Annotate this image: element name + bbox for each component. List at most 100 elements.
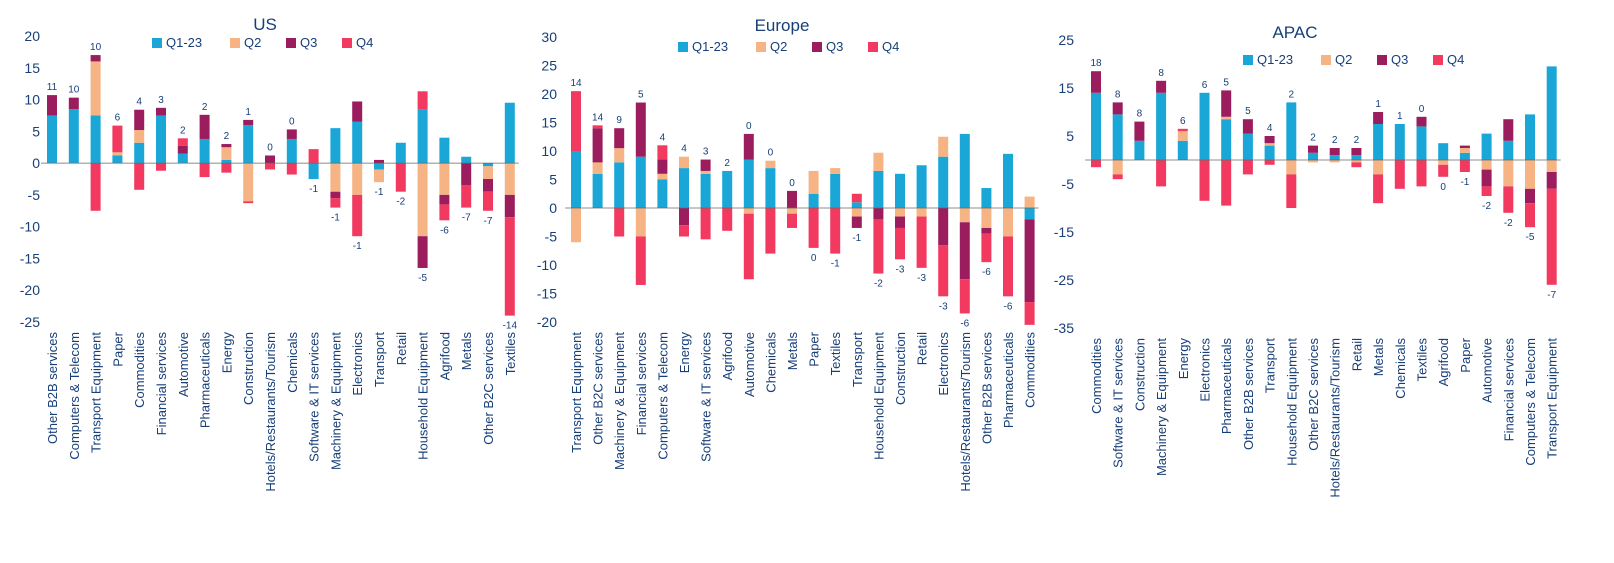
legend-label-2-0: Q1-23 — [1257, 52, 1293, 67]
category-label-0-18: Agrifood — [437, 332, 452, 380]
y-tick-label-0-1: 15 — [24, 60, 40, 76]
bar-segment-2-1-3 — [1112, 174, 1123, 180]
y-tick-label-0-8: -20 — [20, 282, 40, 298]
bar-segment-1-5-3 — [679, 225, 689, 237]
category-label-1-12: Textiles — [828, 332, 843, 376]
bar-segment-1-9-1 — [765, 160, 776, 169]
category-label-0-20: Other B2C services — [481, 332, 496, 445]
data-label-0-20: -7 — [484, 216, 493, 227]
y-tick-label-2-4: -15 — [1054, 224, 1074, 240]
bar-segment-1-2-1 — [614, 148, 625, 163]
bar-segment-0-9-3 — [243, 201, 254, 204]
bar-segment-0-4-0 — [134, 142, 145, 164]
y-tick-label-0-0: 20 — [24, 28, 40, 44]
legend-label-0-0: Q1-23 — [166, 35, 202, 50]
bar-segment-1-4-3 — [657, 145, 668, 160]
bar-segment-2-13-3 — [1373, 174, 1384, 204]
bar-segment-1-1-2 — [592, 128, 603, 163]
bar-segment-2-21-2 — [1546, 172, 1557, 189]
bar-segment-1-18-1 — [959, 208, 970, 223]
legend-swatch-1-2 — [812, 42, 822, 52]
bar-segment-0-21-1 — [504, 163, 515, 195]
bar-segment-1-12-3 — [830, 208, 841, 254]
bar-segment-1-15-2 — [895, 216, 905, 228]
bar-segment-1-20-0 — [1003, 153, 1013, 208]
data-label-1-12: -1 — [831, 259, 840, 270]
bar-segment-1-17-3 — [938, 245, 949, 297]
bar-segment-0-21-3 — [504, 217, 515, 316]
bar-segment-2-19-1 — [1503, 160, 1514, 187]
bar-segment-2-15-3 — [1416, 160, 1427, 187]
data-label-2-4: 6 — [1180, 116, 1186, 127]
bar-segment-1-14-2 — [873, 208, 884, 220]
bar-segment-0-7-0 — [199, 138, 210, 164]
bar-segment-0-20-1 — [483, 166, 493, 179]
bar-segment-2-9-1 — [1286, 160, 1297, 175]
bar-segment-2-12-3 — [1351, 162, 1362, 168]
data-label-1-8: 0 — [746, 121, 752, 132]
data-label-2-9: 2 — [1289, 89, 1295, 100]
y-tick-label-1-9: -15 — [537, 286, 557, 302]
bar-segment-1-4-1 — [657, 173, 668, 180]
legend-label-0-1: Q2 — [244, 35, 261, 50]
bar-segment-1-3-0 — [635, 156, 646, 208]
bar-segment-2-6-2 — [1221, 90, 1232, 117]
legend-swatch-1-0 — [678, 42, 688, 52]
bar-segment-2-6-0 — [1221, 119, 1232, 160]
data-label-0-6: 2 — [180, 125, 186, 136]
bar-segment-0-9-1 — [243, 163, 254, 202]
bar-segment-0-20-3 — [483, 191, 493, 211]
bar-segment-2-7-0 — [1242, 133, 1253, 160]
bar-segment-2-3-2 — [1156, 80, 1167, 93]
data-label-2-5: 6 — [1202, 80, 1208, 91]
bar-segment-2-6-3 — [1221, 160, 1232, 206]
bar-segment-2-20-2 — [1525, 188, 1535, 204]
category-label-0-10: Hotels/Restaurants/Tourism — [263, 332, 278, 492]
y-tick-label-1-4: 10 — [541, 143, 557, 159]
bar-segment-1-5-1 — [679, 156, 689, 169]
y-tick-label-0-5: -5 — [28, 187, 41, 203]
bar-segment-0-14-1 — [352, 163, 363, 195]
bar-segment-0-3-1 — [112, 152, 123, 156]
bar-segment-1-14-0 — [873, 170, 884, 208]
category-label-2-3: Machinery & Equipment — [1154, 338, 1169, 476]
category-label-2-7: Other B2B services — [1241, 338, 1256, 450]
y-tick-label-2-2: 5 — [1066, 128, 1074, 144]
legend-label-1-1: Q2 — [770, 39, 787, 54]
data-label-2-14: 1 — [1397, 111, 1403, 122]
data-label-1-4: 4 — [660, 132, 666, 143]
bar-segment-0-12-3 — [308, 149, 319, 164]
bar-segment-2-10-0 — [1308, 152, 1318, 160]
data-label-0-19: -7 — [462, 213, 471, 224]
bar-segment-2-17-2 — [1459, 145, 1470, 148]
data-label-0-13: -1 — [331, 213, 340, 224]
y-tick-label-0-6: -10 — [20, 219, 40, 235]
bar-segment-0-1-2 — [68, 97, 79, 110]
bar-segment-1-8-3 — [743, 213, 754, 280]
data-label-0-12: -1 — [309, 184, 318, 195]
data-label-1-6: 3 — [703, 147, 709, 158]
y-tick-label-1-10: -20 — [537, 314, 557, 330]
legend-swatch-1-3 — [868, 42, 878, 52]
legend-swatch-2-0 — [1243, 55, 1253, 65]
category-label-2-10: Other B2C services — [1306, 338, 1321, 451]
bar-segment-2-13-2 — [1373, 112, 1384, 124]
category-label-1-4: Computers & Telecom — [655, 332, 670, 460]
bar-segment-2-11-1 — [1329, 160, 1340, 163]
bar-segment-1-21-0 — [1024, 208, 1035, 220]
data-label-2-13: 1 — [1375, 99, 1381, 110]
bar-segment-0-17-1 — [417, 163, 428, 237]
bar-segment-2-8-3 — [1264, 160, 1275, 165]
data-label-0-7: 2 — [202, 102, 208, 113]
bar-segment-0-2-2 — [90, 55, 101, 62]
bar-segment-0-9-0 — [243, 124, 254, 164]
bar-segment-0-13-3 — [330, 198, 341, 208]
bar-segment-2-8-2 — [1264, 136, 1275, 144]
bar-segment-1-18-3 — [959, 279, 970, 314]
bar-segment-2-12-1 — [1351, 160, 1362, 163]
bar-segment-0-17-0 — [417, 109, 428, 164]
bar-segment-1-9-0 — [765, 168, 776, 208]
legend-label-0-3: Q4 — [356, 35, 373, 50]
bar-segment-0-15-1 — [374, 169, 384, 183]
bar-segment-2-17-0 — [1459, 152, 1470, 160]
